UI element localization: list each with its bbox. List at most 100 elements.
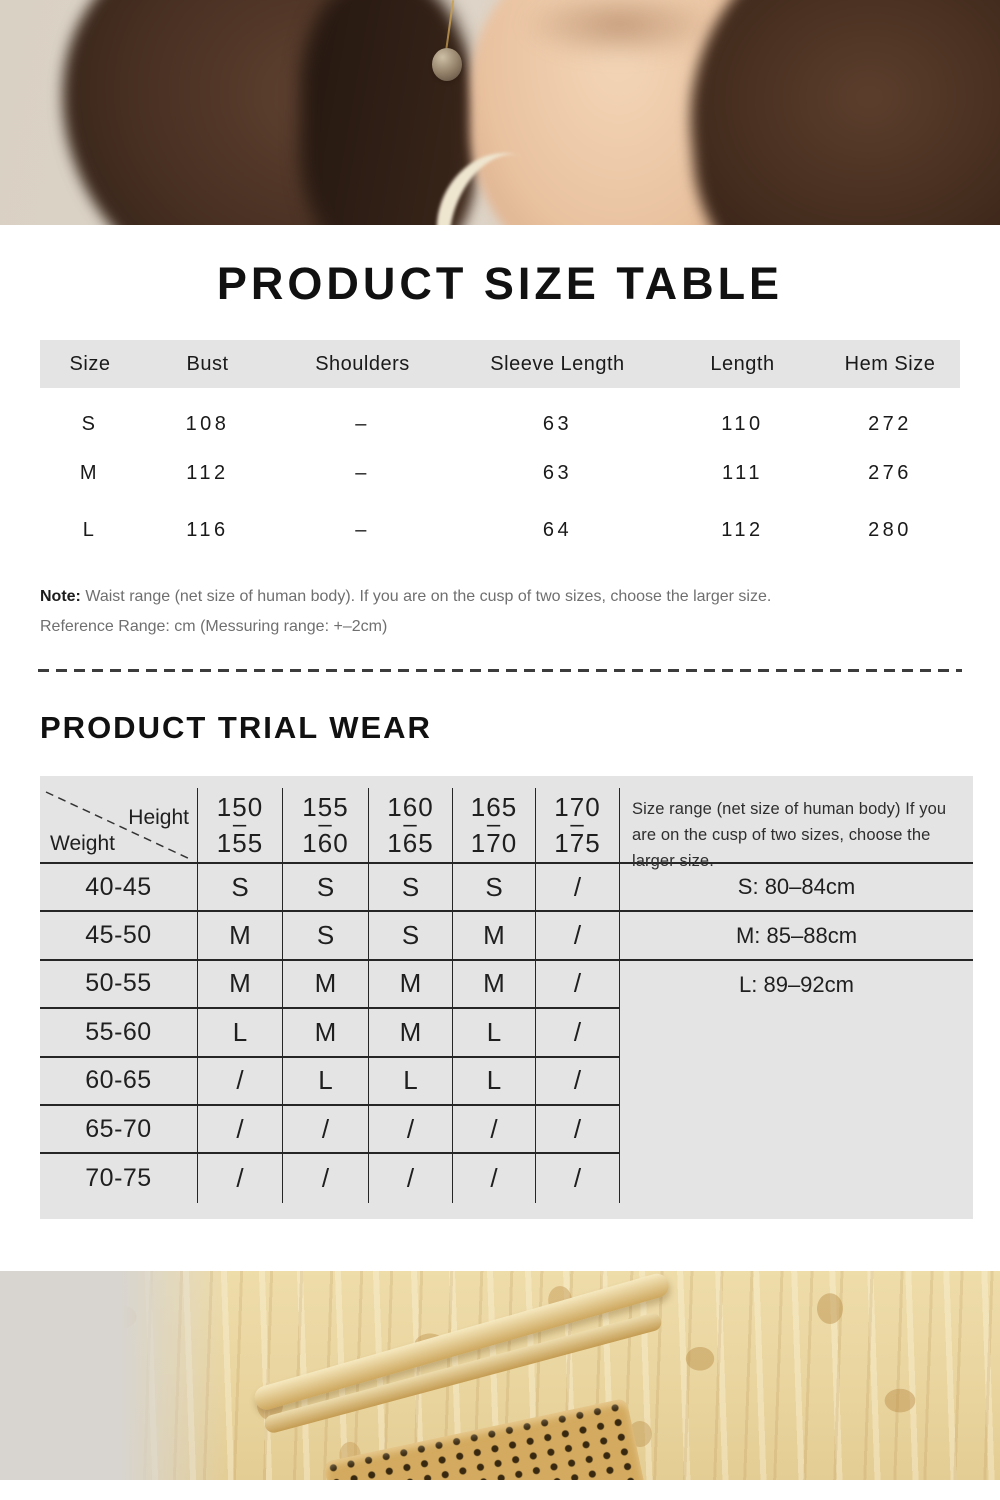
reference-range-text: Reference Range: cm (Messuring range: +–… — [40, 618, 388, 635]
trial-corner-height-label: Height — [128, 806, 189, 829]
trial-corner-weight-label: Weight — [50, 832, 115, 855]
trial-size-cell: S — [453, 864, 536, 913]
trial-side-empty — [620, 1009, 973, 1057]
trial-size-cell: L — [369, 1057, 453, 1106]
note-line: Note: Waist range (net size of human bod… — [40, 582, 960, 612]
trial-size-cell: / — [198, 1154, 283, 1203]
trial-size-cell: / — [536, 960, 620, 1010]
trial-size-cell: S — [369, 912, 453, 961]
trial-wear-section: Height Weight 150–155 155–160 160–165 165–170… — [40, 776, 973, 1219]
size-table-cell: 111 — [722, 462, 763, 484]
size-table-title: PRODUCT SIZE TABLE — [216, 258, 784, 309]
size-table-cell: S — [81, 413, 99, 435]
trial-size-cell: M — [198, 960, 283, 1010]
trial-size-cell: M — [369, 1009, 453, 1058]
size-table-cell: 108 — [185, 413, 230, 435]
size-table: Size Bust Shoulders Sleeve Length Length Hem … — [40, 340, 960, 559]
trial-weight-label: 60-65 — [40, 1057, 198, 1106]
size-table-col-header: Size — [69, 352, 111, 375]
trial-size-cell: / — [283, 1105, 369, 1155]
trial-size-cell: / — [536, 864, 620, 913]
size-notes: Note: Waist range (net size of human bod… — [40, 582, 960, 642]
trial-size-cell: M — [283, 960, 369, 1010]
trial-height-header: 150–155 — [198, 788, 283, 864]
size-table-cell: 272 — [868, 413, 912, 435]
trial-size-cell: S — [369, 864, 453, 913]
dashed-divider — [38, 669, 962, 672]
trial-size-cell: S — [283, 864, 369, 913]
size-table-cell: 63 — [542, 413, 573, 435]
trial-size-cell: M — [283, 1009, 369, 1058]
trial-size-cell: / — [283, 1154, 369, 1203]
size-table-cell: – — [355, 519, 370, 541]
size-table-cell: 63 — [542, 462, 573, 484]
size-table-cell: 276 — [868, 462, 912, 484]
size-table-header-row: Size Bust Shoulders Sleeve Length Length Hem … — [40, 340, 960, 388]
trial-size-range: L: 89–92cm — [739, 971, 854, 997]
trial-size-cell: L — [198, 1009, 283, 1058]
background-wall-strip — [0, 1270, 230, 1480]
size-table-row: S 108 – 63 110 272 — [40, 388, 960, 445]
trial-table-grid: Height Weight 150–155 155–160 160–165 165–170… — [40, 788, 973, 1203]
size-table-cell: L — [82, 519, 98, 541]
trial-weight-label: 40-45 — [40, 864, 198, 913]
trial-weight-label: 55-60 — [40, 1009, 198, 1058]
size-table-cell: 110 — [721, 413, 764, 435]
trial-weight-label: 45-50 — [40, 912, 198, 961]
size-table-section: Size Bust Shoulders Sleeve Length Length Hem … — [40, 340, 960, 559]
size-table-col-header: Hem Size — [844, 352, 936, 375]
trial-size-range: M: 85–88cm — [620, 912, 973, 961]
trial-wear-title: PRODUCT TRIAL WEAR — [40, 710, 432, 745]
note-label: Note: — [40, 588, 81, 605]
size-table-row: L 116 – 64 112 280 — [40, 502, 960, 559]
trial-size-cell: / — [369, 1105, 453, 1155]
size-table-cell: 112 — [186, 462, 229, 484]
trial-size-cell: M — [453, 960, 536, 1010]
hair-shadow-shape — [300, 0, 470, 225]
trial-size-cell: / — [369, 1154, 453, 1203]
trial-size-cell: / — [198, 1057, 283, 1106]
trial-size-cell: / — [453, 1154, 536, 1203]
perforated-belt — [322, 1397, 648, 1480]
trial-height-header: 155–160 — [283, 788, 369, 864]
trial-size-cell: M — [453, 912, 536, 961]
size-table-cell: 112 — [721, 519, 764, 541]
trial-size-cell: L — [453, 1057, 536, 1106]
trial-side-empty — [620, 1154, 973, 1202]
size-table-cell: – — [355, 462, 370, 484]
trial-size-cell: / — [453, 1105, 536, 1155]
size-table-cell: 280 — [868, 519, 912, 541]
trial-corner-cell: Height Weight — [40, 788, 198, 864]
trial-size-cell: S — [198, 864, 283, 913]
trial-side-empty — [620, 1058, 973, 1106]
size-table-col-header: Shoulders — [315, 352, 410, 375]
trial-size-cell: L — [453, 1009, 536, 1058]
hair-right-shape — [673, 0, 1000, 225]
size-table-col-header: Length — [710, 352, 775, 375]
trial-size-cell: / — [536, 912, 620, 961]
size-table-col-header: Bust — [186, 352, 229, 375]
size-table-col-header: Sleeve Length — [490, 352, 625, 375]
size-table-cell: 116 — [186, 519, 229, 541]
trial-weight-label: 50-55 — [40, 960, 198, 1010]
trial-size-cell: M — [369, 960, 453, 1010]
trial-height-header: 170–175 — [536, 788, 620, 864]
size-table-row: M 112 – 63 111 276 — [40, 445, 960, 502]
trial-height-header: 160–165 — [369, 788, 453, 864]
trial-weight-label: 65-70 — [40, 1105, 198, 1155]
trial-size-range: S: 80–84cm — [620, 864, 973, 913]
trial-size-cell: / — [536, 1105, 620, 1155]
model-photo — [0, 0, 1000, 225]
chin-shadow-shape — [520, 0, 720, 60]
trial-size-cell: / — [536, 1154, 620, 1203]
size-table-cell: – — [355, 413, 370, 435]
size-table-cell: M — [79, 462, 101, 484]
trial-size-cell: / — [536, 1009, 620, 1058]
trial-size-cell: L — [283, 1057, 369, 1106]
trial-side-empty — [620, 1106, 973, 1154]
trial-size-cell: / — [198, 1105, 283, 1155]
trial-height-header: 165–170 — [453, 788, 536, 864]
size-table-cell: 64 — [542, 519, 573, 541]
earring-pendant — [432, 48, 462, 81]
